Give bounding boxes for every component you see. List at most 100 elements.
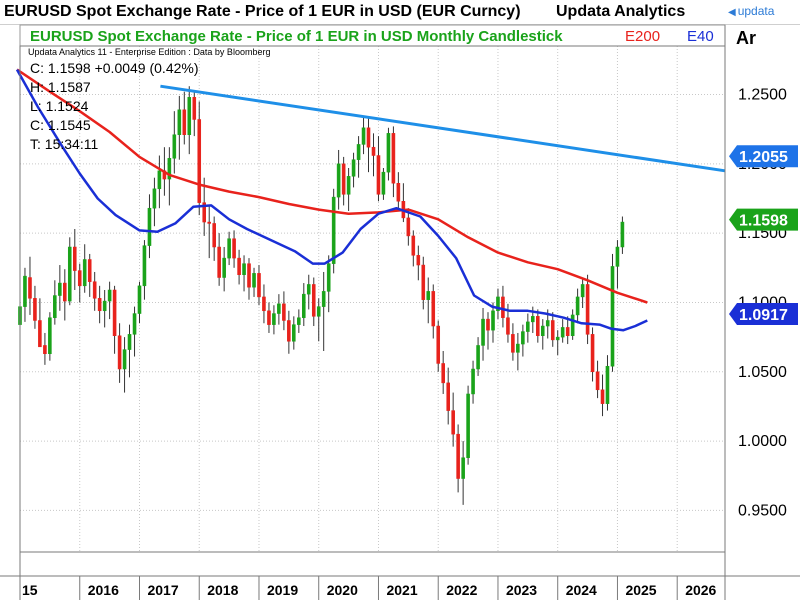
candle-body [356, 144, 361, 160]
candle-body [540, 325, 545, 336]
price-badge-label: 1.1598 [739, 213, 788, 230]
updata-logo: ◀ updata [728, 4, 774, 18]
candle-body [172, 134, 177, 159]
candle-body [48, 317, 52, 355]
candle-body [341, 163, 346, 195]
price-badge-shape [729, 208, 798, 231]
candle-body [167, 158, 172, 180]
badge-layer: 1.2055 1.1598 1.0917 [729, 145, 798, 325]
candle-body [441, 363, 445, 384]
candle-body [43, 345, 47, 355]
candle-body [615, 246, 620, 267]
trendline [160, 84, 726, 173]
candle-body [232, 238, 236, 259]
readout-high: H: 1.1587 [30, 79, 91, 95]
candle-body [610, 266, 615, 367]
price-badge: 1.0917 [729, 302, 798, 325]
candle-body [192, 97, 197, 120]
logo-text: updata [737, 4, 775, 18]
candle-body [38, 320, 42, 348]
candle-body [491, 310, 495, 331]
candle-body [426, 291, 431, 300]
candle-body [486, 318, 490, 331]
window-title: EURUSD Spot Exchange Rate - Price of 1 E… [4, 3, 521, 20]
candle-body [381, 171, 386, 195]
candle-body [396, 182, 401, 202]
candle-body [575, 296, 580, 316]
chart-title: EURUSD Spot Exchange Rate - Price of 1 E… [30, 28, 563, 45]
candle-body [277, 303, 281, 314]
candle-body [147, 207, 152, 246]
candle-body [555, 336, 560, 341]
candle-body [376, 155, 381, 195]
candle-body [282, 303, 286, 321]
candle-body [545, 320, 550, 327]
candle-body [476, 345, 480, 370]
candle-body [82, 259, 87, 287]
axis-corner-label: Ar [736, 28, 756, 48]
x-tick-label: 2024 [566, 582, 597, 598]
candle-body [536, 316, 540, 336]
candle-body [72, 246, 77, 271]
candle-body [461, 457, 465, 479]
legend-e40: E40 [687, 28, 714, 45]
plot-frame [19, 45, 726, 553]
candle-body [590, 334, 595, 373]
x-tick-label: 15 [22, 582, 38, 598]
candle-body [252, 273, 256, 288]
x-tick-label: 2026 [685, 582, 716, 598]
candle-body [262, 296, 266, 312]
candle-body [301, 293, 306, 318]
candle-body [28, 277, 32, 299]
candle-body [53, 295, 57, 318]
candle-body [132, 313, 137, 335]
candle-body [237, 257, 241, 275]
x-tick-label: 2022 [446, 582, 477, 598]
price-badge: 1.1598 [729, 208, 798, 231]
candle-body [565, 327, 570, 336]
candle-body [227, 238, 231, 259]
candle-body [560, 327, 565, 338]
candle-body [142, 245, 147, 287]
price-badge-shape [729, 302, 798, 325]
candle-body [386, 133, 391, 173]
candle-body [506, 317, 510, 335]
indicator-layer [15, 68, 726, 332]
candle-body [411, 235, 416, 256]
candle-body [97, 298, 102, 312]
x-tick-label: 2025 [625, 582, 656, 598]
candle-body [212, 223, 216, 248]
candle-body [620, 221, 625, 248]
candle-body [217, 246, 221, 278]
candle-body [421, 264, 426, 300]
readout-low: L: 1.1524 [30, 98, 89, 114]
e40-line [15, 68, 648, 332]
candle-body [550, 320, 555, 341]
candle-body [242, 263, 246, 275]
candle-body [336, 163, 341, 198]
readout-close: C: 1.1598 +0.0049 (0.42%) [30, 60, 199, 76]
candle-body [311, 284, 316, 317]
text-layer: Ar EURUSD Spot Exchange Rate - Price of 1… [28, 28, 756, 152]
candle-body [222, 257, 226, 278]
title-bar: EURUSD Spot Exchange Rate - Price of 1 E… [0, 0, 800, 25]
candle-body [570, 314, 575, 336]
candle-body [451, 410, 455, 435]
candle-body [152, 188, 157, 209]
candle-body [600, 389, 605, 404]
candle-body [127, 334, 132, 350]
candle-body [371, 146, 376, 156]
candle-body [197, 119, 202, 203]
candle-body [585, 284, 590, 335]
price-badge-label: 1.2055 [739, 149, 788, 166]
candle-body [182, 109, 187, 135]
x-tick-label: 2019 [267, 582, 298, 598]
logo-arrow-icon: ◀ [728, 7, 736, 18]
candle-body [157, 170, 162, 190]
candle-body [117, 335, 122, 370]
candle-body [521, 331, 525, 345]
candle-body [33, 298, 37, 321]
grid-layer [19, 46, 725, 552]
candle-body [267, 310, 271, 325]
